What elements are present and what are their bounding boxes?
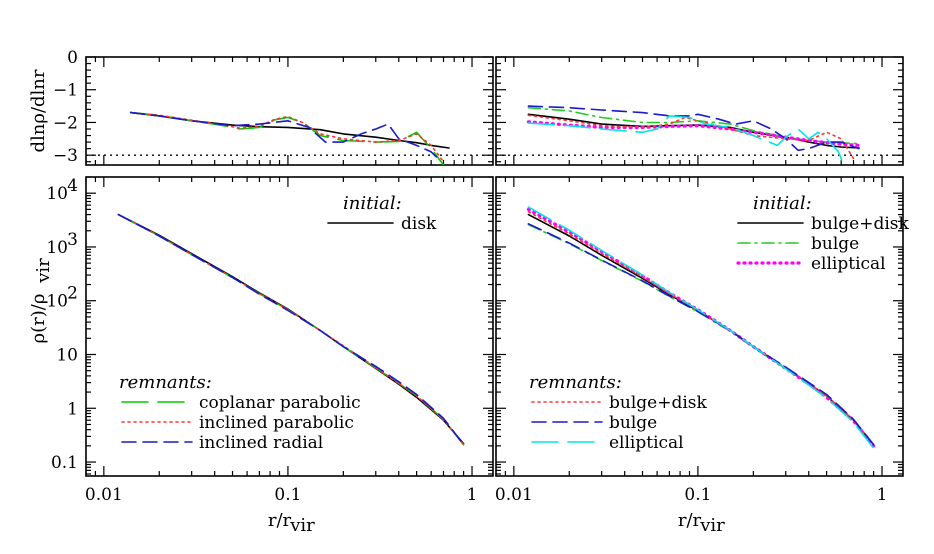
legend-label: bulge+disk xyxy=(811,214,909,234)
legend-title: initial: xyxy=(343,193,402,214)
legend-title: remnants: xyxy=(529,372,622,393)
plot-frame xyxy=(85,56,494,166)
x-axis-label-subscript: vir xyxy=(289,515,315,536)
series-line-init-elliptical xyxy=(526,120,861,147)
y-tick-label: 10 xyxy=(56,345,78,365)
legend-label: disk xyxy=(401,214,437,234)
legend-title: remnants: xyxy=(119,372,212,393)
x-axis-label: r/r xyxy=(268,510,292,531)
legend-label: inclined parabolic xyxy=(199,413,354,433)
legend-title: initial: xyxy=(753,193,812,214)
y-tick-label: −1 xyxy=(53,81,78,101)
panel-bottom-right-density: 0.01 0.1 1r/r virinitial:bulge+diskbulgeell… xyxy=(495,176,909,536)
series-line-rem-bulge xyxy=(527,105,860,152)
series-line-inclined-parabolic xyxy=(129,111,445,163)
x-tick-label: 0.01 xyxy=(85,485,123,505)
y-tick-label: −3 xyxy=(53,146,78,166)
y-tick-label: 10 xyxy=(46,292,68,312)
legend-label: coplanar parabolic xyxy=(199,393,361,413)
legend-label: elliptical xyxy=(609,433,684,453)
legend-label: bulge+disk xyxy=(609,393,707,413)
y-tick-label: −2 xyxy=(53,113,78,133)
legend-label: elliptical xyxy=(811,254,886,274)
x-tick-label: 0.1 xyxy=(274,485,301,505)
y-axis-label-subscript: vir xyxy=(33,258,54,284)
y-tick-exponent: 4 xyxy=(67,176,78,196)
y-axis-label: dlnρ/dlnr xyxy=(28,69,49,152)
x-tick-label: 1 xyxy=(877,485,888,505)
series-line-rem-elliptical xyxy=(527,115,845,165)
panel-top-right-slope xyxy=(495,56,904,166)
y-tick-label: 10 xyxy=(46,238,68,258)
y-tick-exponent: 3 xyxy=(67,230,78,250)
x-tick-label: 1 xyxy=(467,485,478,505)
series-line-init-bulge xyxy=(527,106,860,145)
y-tick-label: 0.1 xyxy=(51,453,78,473)
x-tick-label: 0.01 xyxy=(495,485,533,505)
x-axis-label-subscript: vir xyxy=(699,515,725,536)
x-tick-label: 0.1 xyxy=(684,485,711,505)
x-axis-label: r/r xyxy=(678,510,702,531)
series-line-rem-bulge-disk xyxy=(527,114,855,160)
y-tick-label: 10 xyxy=(46,184,68,204)
plot-frame xyxy=(85,176,494,477)
legend-label: bulge xyxy=(811,234,859,254)
plot-frame xyxy=(495,176,904,477)
series-line-inclined-radial xyxy=(129,111,442,163)
legend-initial: initial:disk xyxy=(327,193,437,234)
series-line-rem-elliptical xyxy=(527,206,875,450)
series-line-rem-bulge xyxy=(527,223,875,446)
y-tick-label: 0 xyxy=(67,48,78,68)
y-tick-exponent: 2 xyxy=(67,284,78,304)
plot-frame xyxy=(495,56,904,166)
series-line-init-bulge-disk xyxy=(527,113,860,149)
y-tick-label: 1 xyxy=(67,399,78,419)
legend-label: bulge xyxy=(609,413,657,433)
series-line-inclined-radial xyxy=(117,213,465,446)
legend-label: inclined radial xyxy=(199,433,323,453)
y-axis-label: ρ(r)/ρ xyxy=(28,294,49,344)
